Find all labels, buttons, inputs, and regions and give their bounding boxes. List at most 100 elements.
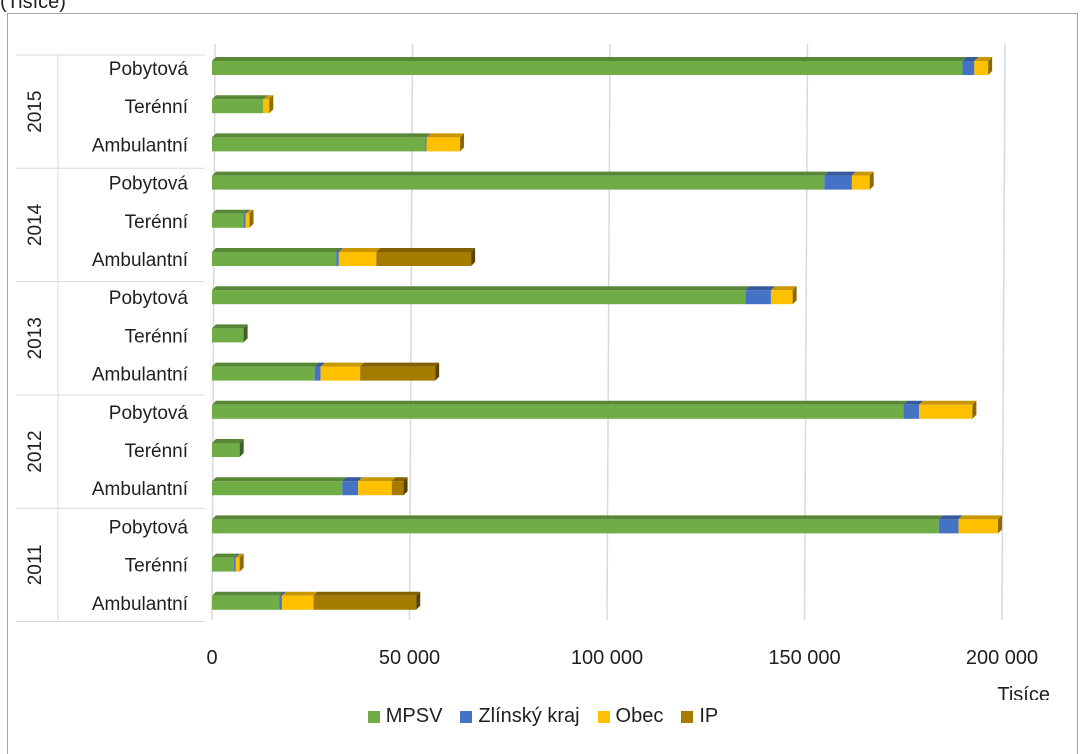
bar-end-face [239, 439, 244, 457]
x-tick-label: 50 000 [379, 647, 440, 669]
bar-segment-ip [360, 362, 440, 381]
bar-segment-obec [358, 477, 396, 496]
bar-front-face [336, 252, 339, 266]
bar-segment-zlínský-kraj [425, 133, 431, 152]
legend-item: IP [681, 705, 718, 728]
bar-segment-zlínský-kraj [243, 209, 250, 228]
bar-front-face [391, 481, 404, 496]
bar-front-face [212, 366, 315, 381]
bar-top-face [212, 400, 908, 405]
bar-segment-zlínský-kraj [962, 57, 979, 75]
gridline [1001, 43, 1006, 621]
bar-segment-mpsv [212, 477, 347, 496]
category-label: Ambulantní [92, 594, 189, 615]
gridline [606, 43, 611, 621]
legend-swatch [367, 710, 380, 723]
bar-end-face [471, 248, 476, 266]
legend-item: MPSV [367, 705, 443, 728]
chart-plot: Pobytová Terénní Ambulantní Pobytová Terénní… [16, 43, 1050, 700]
x-tick-label: 0 [206, 647, 217, 669]
legend-swatch [597, 710, 610, 723]
bar-top-face [314, 362, 325, 367]
bar-top-face [336, 248, 343, 252]
bar-segment-obec [245, 209, 254, 228]
legend-swatch [460, 710, 473, 723]
group-label: 2013 [25, 317, 46, 359]
bar-segment-mpsv [212, 591, 284, 610]
bar-end-face [403, 477, 408, 496]
bar-top-face [320, 362, 365, 367]
bar-top-face [338, 248, 381, 252]
bar-segment-zlínský-kraj [336, 248, 343, 266]
bar-top-face [281, 591, 318, 596]
bar-end-face [792, 286, 797, 305]
bar-front-face [376, 252, 472, 266]
bar-front-face [919, 404, 973, 419]
group-label: 2014 [25, 203, 46, 246]
bar-segment-mpsv [212, 286, 750, 305]
bar-front-face [263, 99, 270, 114]
bar-end-face [416, 591, 421, 610]
chart-frame [7, 13, 1078, 754]
category-label: Terénní [125, 326, 189, 347]
bar-segment-mpsv [212, 400, 908, 419]
bar-front-face [770, 290, 793, 305]
bar-top-face [425, 133, 431, 138]
category-label: Ambulantní [92, 479, 189, 500]
bar-segment-mpsv [212, 515, 943, 534]
bar-segment-zlínský-kraj [903, 400, 924, 419]
bar-segment-mpsv [212, 133, 430, 152]
category-label: Pobytová [109, 288, 189, 309]
bar-top-face [243, 209, 250, 214]
bar-segment-mpsv [212, 248, 341, 266]
bar-top-face [212, 95, 268, 100]
bar-front-face [745, 290, 771, 305]
bar-segment-mpsv [212, 324, 248, 343]
legend-label: IP [699, 705, 719, 727]
bar-top-face [279, 591, 286, 596]
bar-top-face [212, 439, 244, 443]
bar-front-face [212, 328, 244, 343]
bar-front-face [851, 175, 870, 190]
bar-segment-zlínský-kraj [824, 171, 856, 190]
bar-end-face [435, 362, 440, 381]
bar-segment-obec [426, 133, 465, 152]
bar-front-face [425, 137, 427, 152]
bar-segment-ip [313, 591, 421, 610]
bar-end-face [269, 95, 274, 114]
bar-top-face [212, 133, 430, 138]
category-label: Pobytová [109, 59, 189, 80]
bar-end-face [239, 553, 244, 572]
labels-layer: Pobytová Terénní Ambulantní Pobytová Terénní… [25, 59, 1050, 700]
bar-front-face [212, 252, 337, 266]
bar-segment-obec [338, 248, 381, 266]
group-label: 2011 [25, 544, 46, 585]
bar-segment-zlínský-kraj [342, 477, 363, 496]
bar-segment-zlínský-kraj [745, 286, 775, 305]
x-tick-label: 100 000 [571, 647, 643, 669]
bar-front-face [320, 366, 361, 381]
bar-segment-obec [770, 286, 797, 305]
bar-top-face [391, 477, 408, 482]
bar-top-face [360, 362, 440, 367]
bar-segment-zlínský-kraj [314, 362, 325, 381]
bar-front-face [426, 137, 461, 152]
bar-top-face [212, 324, 248, 329]
bar-top-face [851, 171, 874, 176]
legend-item: Zlínský kraj [460, 705, 580, 728]
bar-front-face [824, 175, 852, 190]
bar-segment-mpsv [212, 171, 829, 190]
category-label: Ambulantní [92, 135, 189, 156]
category-label: Ambulantní [92, 250, 189, 271]
legend-label: MPSV [385, 705, 443, 727]
bar-front-face [233, 557, 236, 572]
category-label: Terénní [125, 97, 189, 118]
bar-segment-obec [235, 553, 244, 572]
category-label: Pobytová [109, 174, 189, 195]
bar-top-face [212, 362, 319, 367]
legend-item: Obec [597, 705, 663, 728]
bar-segment-obec [320, 362, 365, 381]
gridline [408, 43, 414, 621]
bar-front-face [212, 443, 240, 457]
bar-front-face [212, 290, 746, 305]
